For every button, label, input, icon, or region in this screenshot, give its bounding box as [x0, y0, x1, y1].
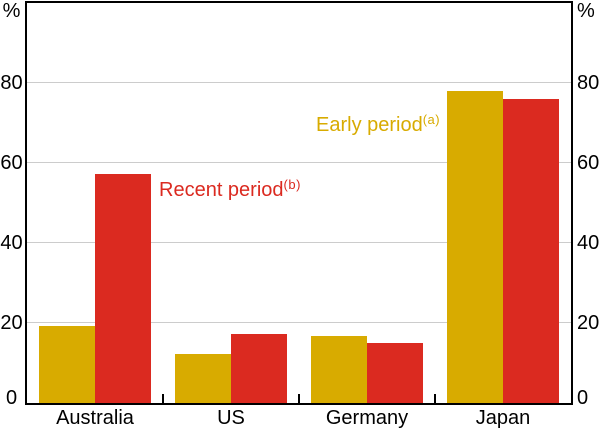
gridline-40 [27, 242, 571, 243]
plot-area [25, 1, 573, 405]
y-tick-label-right-80: 80 [577, 72, 600, 94]
legend-label-early-period-footnote-marker: (a) [422, 112, 441, 127]
gridline-60 [27, 162, 571, 163]
y-tick-label-right-60: 60 [577, 152, 600, 174]
x-axis-section-tick-3 [434, 394, 436, 403]
x-axis-section-tick-1 [162, 394, 164, 403]
x-axis-section-tick-2 [298, 394, 300, 403]
y-tick-label-left-20: 20 [0, 312, 23, 334]
y-tick-label-right-0: 0 [577, 386, 589, 409]
bar-early-period-australia [39, 325, 95, 403]
legend-label-early-period-text: Early period [316, 114, 423, 136]
bar-early-period-germany [311, 336, 367, 403]
bar-recent-period-us [231, 333, 287, 403]
bar-recent-period-australia [95, 173, 151, 403]
category-label-australia: Australia [56, 407, 134, 429]
y-tick-label-right-40: 40 [577, 232, 600, 254]
bar-early-period-us [175, 354, 231, 403]
category-label-japan: Japan [475, 407, 531, 429]
legend-label-early-period: Early period(a) [316, 108, 440, 137]
y-tick-label-left-60: 60 [0, 152, 23, 174]
bar-recent-period-germany [367, 343, 423, 403]
y-axis-unit-right: % [577, 0, 595, 22]
bar-recent-period-japan [503, 98, 559, 403]
bar-early-period-japan [447, 91, 503, 403]
y-axis-unit-left: % [2, 0, 21, 22]
gridline-80 [27, 82, 571, 83]
y-tick-label-left-80: 80 [0, 72, 23, 94]
y-tick-label-left-0: 0 [5, 386, 18, 409]
y-tick-label-left-40: 40 [0, 232, 23, 254]
category-label-us: US [217, 407, 245, 429]
y-tick-label-right-20: 20 [577, 312, 600, 334]
legend-label-recent-period: Recent period(b) [159, 173, 301, 202]
gridline-20 [27, 322, 571, 323]
category-label-germany: Germany [325, 407, 409, 429]
legend-label-recent-period-footnote-marker: (b) [283, 177, 301, 192]
legend-label-recent-period-text: Recent period [159, 179, 284, 201]
